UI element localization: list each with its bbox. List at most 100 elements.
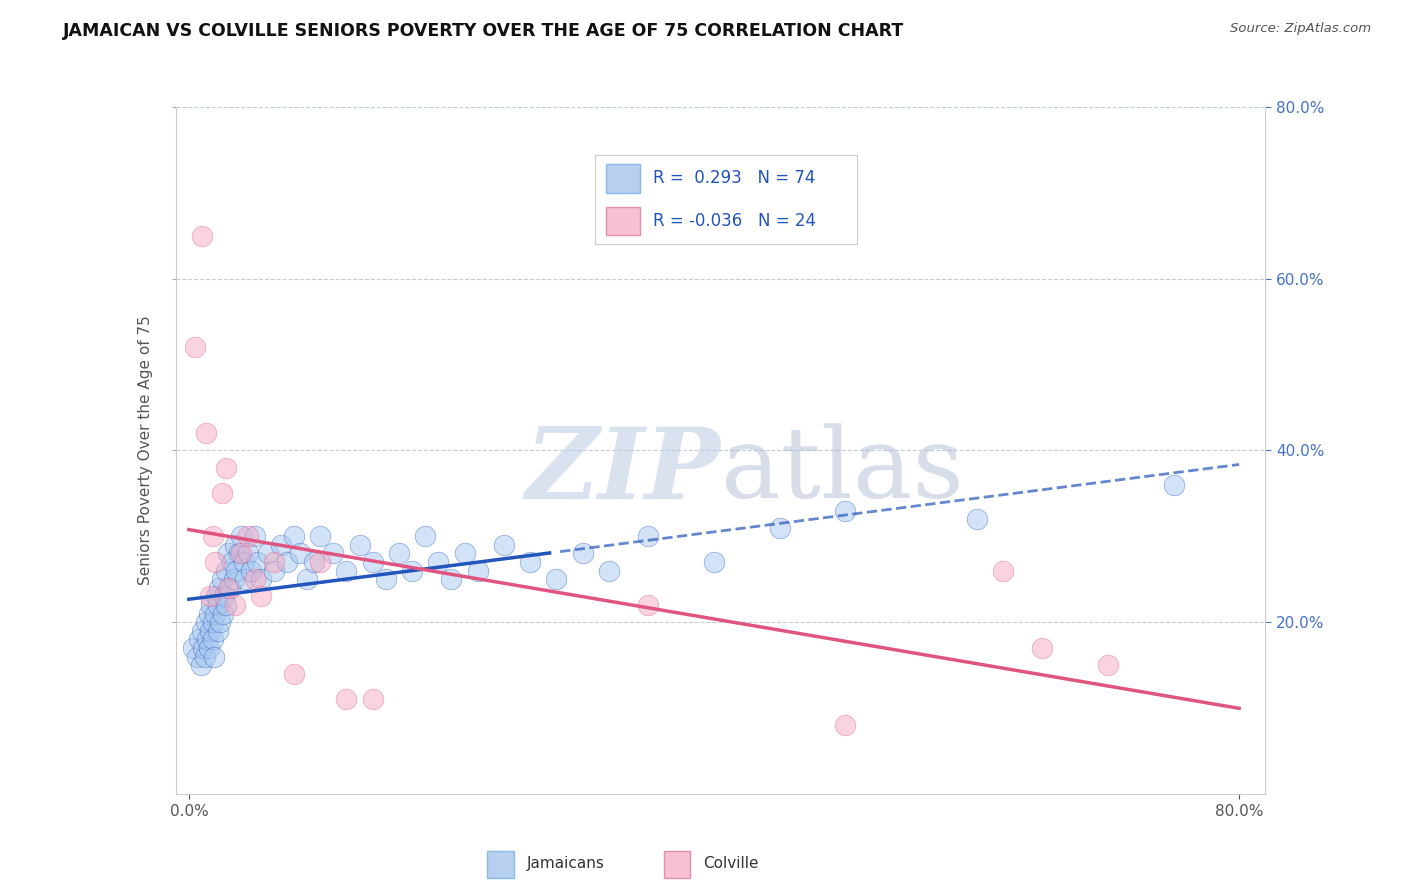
Point <box>207 598 229 612</box>
Point <box>197 640 219 655</box>
Point <box>217 546 239 561</box>
Point <box>256 546 278 561</box>
Point <box>637 529 659 543</box>
Point <box>198 590 221 604</box>
Point <box>209 615 232 630</box>
Point <box>233 572 256 586</box>
Point <box>1097 658 1119 673</box>
Point <box>388 546 411 561</box>
Point <box>239 564 262 578</box>
Point <box>374 572 396 586</box>
Point <box>250 572 273 586</box>
Point <box>214 564 236 578</box>
Point <box>214 598 236 612</box>
Point <box>236 546 259 561</box>
Point <box>221 555 243 569</box>
Text: ZIP: ZIP <box>526 423 721 519</box>
Point <box>492 538 515 552</box>
Point <box>1031 640 1053 655</box>
Point <box>224 538 246 552</box>
Point <box>204 555 226 569</box>
Text: Source: ZipAtlas.com: Source: ZipAtlas.com <box>1230 22 1371 36</box>
Point <box>966 512 988 526</box>
Point <box>243 572 266 586</box>
Text: atlas: atlas <box>721 423 963 519</box>
Point <box>637 598 659 612</box>
Point <box>361 692 384 706</box>
Point <box>335 692 357 706</box>
Point <box>322 546 344 561</box>
FancyBboxPatch shape <box>488 851 513 879</box>
Point <box>290 546 312 561</box>
Point <box>302 555 325 569</box>
Point <box>991 564 1014 578</box>
Point <box>188 632 211 647</box>
Point <box>197 607 219 621</box>
Point <box>309 529 332 543</box>
Point <box>181 640 204 655</box>
Point <box>231 546 253 561</box>
Point <box>309 555 332 569</box>
Point <box>349 538 371 552</box>
Point <box>263 564 285 578</box>
Point <box>250 590 273 604</box>
Point <box>571 546 593 561</box>
Point <box>283 529 305 543</box>
Point <box>467 564 489 578</box>
Point <box>186 649 208 664</box>
Point <box>440 572 463 586</box>
Point <box>295 572 318 586</box>
Point <box>214 460 236 475</box>
Point <box>201 615 224 630</box>
Point <box>228 546 250 561</box>
Point <box>225 564 247 578</box>
Point <box>191 624 214 638</box>
Point <box>198 624 221 638</box>
Point <box>204 607 226 621</box>
Point <box>184 340 207 354</box>
Point <box>194 615 217 630</box>
Point <box>211 572 233 586</box>
Point <box>453 546 475 561</box>
Point <box>598 564 620 578</box>
Point <box>769 521 792 535</box>
Text: R = -0.036   N = 24: R = -0.036 N = 24 <box>652 212 815 230</box>
Point <box>834 503 856 517</box>
Point <box>243 529 266 543</box>
Point <box>413 529 436 543</box>
Point <box>195 632 218 647</box>
Point <box>519 555 541 569</box>
Point <box>208 581 231 595</box>
Point <box>427 555 450 569</box>
Point <box>201 529 224 543</box>
Point <box>222 572 245 586</box>
Text: Colville: Colville <box>703 856 759 871</box>
Point <box>201 632 224 647</box>
Point <box>233 555 256 569</box>
Point <box>202 649 225 664</box>
Point <box>276 555 298 569</box>
FancyBboxPatch shape <box>606 207 640 235</box>
Point <box>1163 478 1185 492</box>
Point <box>224 598 246 612</box>
FancyBboxPatch shape <box>664 851 690 879</box>
Point <box>200 598 222 612</box>
Text: R =  0.293   N = 74: R = 0.293 N = 74 <box>652 169 815 187</box>
Point <box>834 718 856 732</box>
Text: JAMAICAN VS COLVILLE SENIORS POVERTY OVER THE AGE OF 75 CORRELATION CHART: JAMAICAN VS COLVILLE SENIORS POVERTY OVE… <box>63 22 904 40</box>
Point <box>194 649 217 664</box>
Y-axis label: Seniors Poverty Over the Age of 75: Seniors Poverty Over the Age of 75 <box>138 316 153 585</box>
Point <box>207 624 229 638</box>
Point <box>401 564 423 578</box>
Point <box>283 666 305 681</box>
Point <box>190 658 212 673</box>
Point <box>263 555 285 569</box>
Point <box>231 529 253 543</box>
Point <box>546 572 568 586</box>
Point <box>193 640 215 655</box>
Point <box>205 590 228 604</box>
Point <box>361 555 384 569</box>
Text: Jamaicans: Jamaicans <box>527 856 605 871</box>
Point <box>211 486 233 500</box>
Point <box>246 555 269 569</box>
